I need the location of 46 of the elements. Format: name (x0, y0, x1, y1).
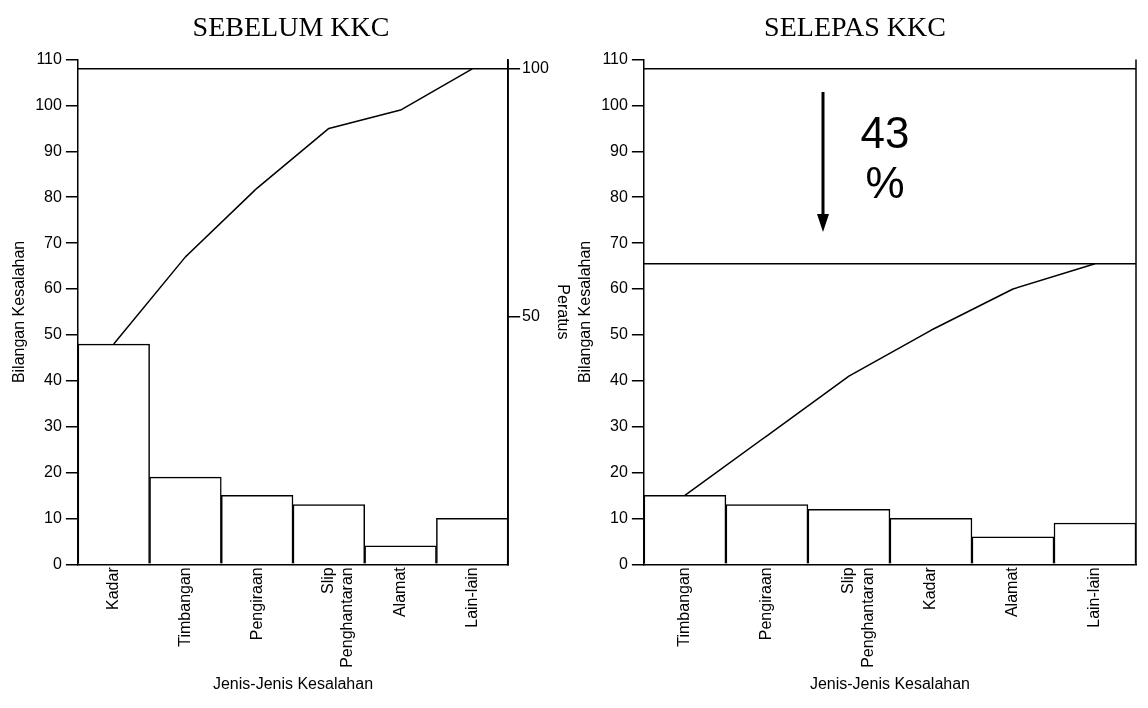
x-tick-label: Kadar (921, 566, 939, 610)
y-tick-label: 90 (44, 141, 62, 159)
y-tick-label: 70 (610, 233, 628, 251)
y-tick-label: 110 (602, 50, 628, 68)
x-tick-label: Pengiraan (247, 567, 265, 641)
x-tick-label: Timbangan (175, 567, 193, 647)
y-tick-label: 60 (610, 279, 628, 297)
x-axis-title: Jenis-Jenis Kesalahan (809, 674, 970, 692)
annotation: 43 % (860, 107, 910, 207)
y-tick-label: 20 (44, 462, 62, 480)
y2-tick-label: 50 (522, 307, 540, 325)
y-axis-title: Bilangan Kesalahan (10, 240, 28, 384)
x-tick-label: Lain-lain (1085, 567, 1103, 628)
y-tick-label: 60 (44, 279, 62, 297)
y-tick-label: 110 (36, 50, 62, 68)
y-tick-label: 90 (610, 141, 628, 159)
x-tick-label: Slip Penghantaran (839, 567, 876, 668)
y-tick-label: 30 (610, 417, 628, 435)
y-tick-label: 40 (44, 371, 62, 389)
y-tick-label: 80 (44, 187, 62, 205)
y-tick-label: 70 (44, 233, 62, 251)
x-tick-label: Timbangan (675, 567, 693, 647)
y-tick-label: 80 (610, 187, 628, 205)
x-tick-label: Kadar (104, 566, 122, 610)
y-tick-label: 50 (610, 325, 628, 343)
y-tick-label: 10 (44, 508, 62, 526)
y-tick-label: 0 (618, 554, 628, 572)
x-tick-label: Pengiraan (757, 567, 775, 641)
y-tick-label: 50 (44, 325, 62, 343)
y-tick-label: 10 (610, 508, 628, 526)
y-tick-label: 20 (610, 462, 628, 480)
x-tick-label: Slip Penghantaran (319, 567, 356, 668)
chart-title: SEBELUM KKC (192, 11, 390, 43)
y-tick-label: 0 (52, 554, 62, 572)
x-tick-label: Alamat (1003, 566, 1021, 618)
y2-axis-title: Peratus (554, 284, 572, 340)
y-tick-label: 40 (610, 371, 628, 389)
y-tick-label: 100 (35, 95, 62, 113)
chart-title: SELEPAS KKC (764, 11, 946, 43)
x-tick-label: Lain-lain (462, 567, 480, 628)
y-axis-title: Bilangan Kesalahan (576, 240, 594, 384)
x-tick-label: Alamat (390, 566, 408, 618)
y2-tick-label: 100 (522, 59, 549, 77)
y-tick-label: 100 (601, 95, 628, 113)
x-axis-title: Jenis-Jenis Kesalahan (212, 674, 374, 692)
y-tick-label: 30 (44, 417, 62, 435)
